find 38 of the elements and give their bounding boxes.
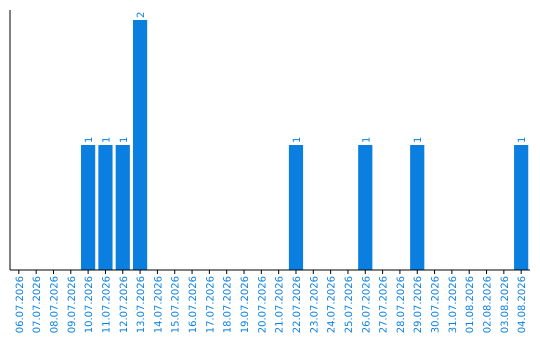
x-tick-label: 29.07.2026 bbox=[413, 276, 424, 334]
x-tick-label: 22.07.2026 bbox=[292, 276, 303, 334]
x-tick-label: 12.07.2026 bbox=[118, 276, 130, 334]
x-tick-label: 11.07.2026 bbox=[101, 276, 112, 334]
x-tick-label: 07.07.2026 bbox=[32, 276, 44, 334]
x-tick-label: 25.07.2026 bbox=[344, 276, 355, 334]
x-tick-label: 06.07.2026 bbox=[14, 276, 26, 334]
data-label: 1 bbox=[413, 136, 424, 143]
x-tick-label: 10.07.2026 bbox=[84, 276, 96, 334]
x-tick-label: 01.08.2026 bbox=[465, 276, 476, 334]
x-tick-label: 28.07.2026 bbox=[396, 276, 407, 334]
x-tick-label: 13.07.2026 bbox=[136, 276, 148, 334]
x-tick-label: 31.07.2026 bbox=[448, 276, 459, 334]
x-tick-label: 26.07.2026 bbox=[361, 276, 372, 334]
x-tick-label: 21.07.2026 bbox=[274, 276, 286, 334]
x-tick-label: 09.07.2026 bbox=[66, 276, 78, 334]
x-tick-label: 17.07.2026 bbox=[205, 276, 216, 334]
data-label: 1 bbox=[101, 136, 112, 143]
x-tick-label: 16.07.2026 bbox=[188, 276, 200, 334]
x-tick-label: 02.08.2026 bbox=[482, 276, 494, 334]
x-tick-label: 04.08.2026 bbox=[517, 276, 528, 334]
x-tick-label: 27.07.2026 bbox=[378, 276, 390, 334]
data-label: 2 bbox=[136, 12, 148, 18]
data-label: 1 bbox=[517, 136, 528, 143]
x-tick-label: 24.07.2026 bbox=[326, 276, 338, 334]
x-tick-label: 03.08.2026 bbox=[500, 276, 511, 334]
data-label: 1 bbox=[361, 136, 372, 143]
x-tick-label: 15.07.2026 bbox=[170, 276, 182, 334]
x-tick-label: 08.07.2026 bbox=[49, 276, 60, 334]
data-label: 1 bbox=[292, 136, 303, 143]
x-tick-label: 20.07.2026 bbox=[257, 276, 268, 334]
x-tick-label: 30.07.2026 bbox=[430, 276, 442, 334]
x-tick-label: 14.07.2026 bbox=[153, 276, 164, 334]
x-tick-label: 19.07.2026 bbox=[240, 276, 252, 334]
x-tick-label: 18.07.2026 bbox=[222, 276, 234, 334]
x-tick-label: 23.07.2026 bbox=[309, 276, 320, 334]
data-label: 1 bbox=[84, 136, 96, 143]
data-label: 1 bbox=[118, 136, 130, 143]
